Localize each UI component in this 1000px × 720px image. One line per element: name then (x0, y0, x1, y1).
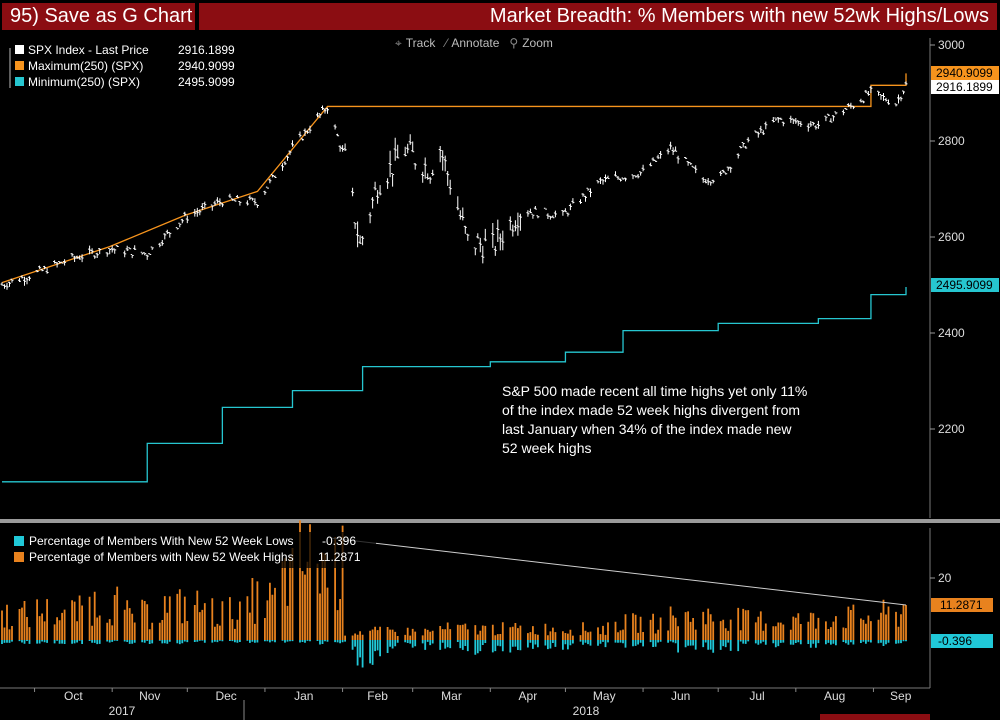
chart-title: Market Breadth: % Members with new 52wk … (199, 3, 997, 30)
price-panel (0, 73, 908, 483)
legend-value-price: 2916.1899 (178, 43, 235, 57)
month-label: Dec (215, 689, 236, 703)
month-label: Jan (294, 689, 313, 703)
callout-minimum-bg (931, 278, 999, 292)
upper-tick-label: 3000 (938, 38, 965, 52)
scroll-indicator[interactable] (820, 714, 930, 720)
lower-y-ticks: 20 (930, 571, 952, 585)
legend-swatch-lows (14, 536, 24, 546)
month-label: Aug (824, 689, 845, 703)
month-label: May (593, 689, 616, 703)
annotation-text: S&P 500 made recent all time highs yet o… (502, 383, 807, 456)
callout-maximum-bg (931, 66, 999, 80)
upper-tick-label: 2200 (938, 422, 965, 436)
chart-toolbar: ⌖ Track ⁄ Annotate ⚲ Zoom (395, 36, 553, 52)
pencil-icon: ⁄ (445, 36, 448, 50)
callout-minimum: 2495.9099 (936, 278, 993, 292)
annotation-line-3: last January when 34% of the index made … (502, 421, 792, 437)
callout-highs: 11.2871 (940, 598, 983, 612)
series-lows-bars (1, 640, 907, 668)
lower-legend: Percentage of Members With New 52 Week L… (6, 532, 376, 568)
upper-value-callouts: 2940.9099 2916.1899 2495.9099 (931, 66, 999, 292)
legend-label-price: SPX Index - Last Price (28, 43, 149, 57)
callout-price-bg (931, 80, 999, 94)
series-price-bars (0, 81, 908, 290)
callout-lows-bg (931, 634, 993, 648)
upper-y-ticks: 3000 2800 2600 2400 2200 (930, 38, 965, 436)
divergence-trendline[interactable] (329, 537, 907, 606)
legend-value-maximum: 2940.9099 (178, 59, 235, 73)
legend-value-lows: -0.396 (322, 534, 356, 548)
callout-maximum: 2940.9099 (936, 66, 993, 80)
annotation-line-4: 52 week highs (502, 440, 592, 456)
track-label: Track (405, 36, 436, 50)
series-highs-bars (1, 520, 907, 640)
lower-value-callouts: 11.2871 -0.396 (931, 598, 993, 648)
series-minimum-line (2, 286, 907, 483)
panel-divider[interactable] (0, 519, 1000, 523)
month-label: Jul (749, 689, 764, 703)
legend-label-minimum: Minimum(250) (SPX) (28, 75, 140, 89)
month-label: Oct (64, 689, 83, 703)
callout-price: 2916.1899 (936, 80, 993, 94)
month-label: Feb (367, 689, 388, 703)
month-label: Sep (890, 689, 912, 703)
callout-highs-bg (931, 598, 993, 612)
upper-tick-label: 2800 (938, 134, 965, 148)
legend-swatch-highs (14, 552, 24, 562)
upper-tick-label: 2400 (938, 326, 965, 340)
crosshair-icon: ⌖ (395, 36, 402, 50)
legend-swatch-price (15, 45, 24, 54)
legend-swatch-minimum (15, 77, 24, 86)
breadth-panel (1, 520, 907, 668)
month-label: Mar (441, 689, 462, 703)
top-bar: 95) Save as G Chart Market Breadth: % Me… (0, 0, 1000, 33)
annotate-label: Annotate (451, 36, 500, 50)
year-label: 2018 (573, 704, 600, 718)
series-maximum-line (1, 73, 907, 284)
magnifier-icon: ⚲ (509, 36, 519, 50)
month-label: Jun (671, 689, 690, 703)
upper-legend: SPX Index - Last Price 2916.1899 Maximum… (6, 42, 246, 94)
x-axis-labels: Oct Nov Dec Jan Feb Mar Apr May Jun Jul Aug Sep 2017… (34, 688, 930, 720)
legend-label-maximum: Maximum(250) (SPX) (28, 59, 143, 73)
annotation-line-2: of the index made 52 week highs divergen… (502, 402, 800, 418)
annotate-button[interactable]: ⁄ Annotate (445, 36, 499, 52)
track-button[interactable]: ⌖ Track (395, 36, 435, 52)
series-price (0, 81, 908, 290)
callout-lows: -0.396 (938, 634, 972, 648)
zoom-label: Zoom (522, 36, 553, 50)
legend-label-highs: Percentage of Members with New 52 Week H… (29, 550, 294, 564)
legend-value-minimum: 2495.9099 (178, 75, 235, 89)
lower-tick-label: 20 (938, 571, 952, 585)
legend-swatch-maximum (15, 61, 24, 70)
year-label: 2017 (109, 704, 136, 718)
legend-value-highs: 11.2871 (318, 550, 361, 564)
zoom-button[interactable]: ⚲ Zoom (509, 36, 552, 52)
month-label: Apr (519, 689, 538, 703)
month-label: Nov (139, 689, 160, 703)
upper-tick-label: 2600 (938, 230, 965, 244)
save-as-chart-button[interactable]: 95) Save as G Chart (2, 3, 195, 30)
legend-label-lows: Percentage of Members With New 52 Week L… (29, 534, 294, 548)
annotation-line-1: S&P 500 made recent all time highs yet o… (502, 383, 807, 399)
